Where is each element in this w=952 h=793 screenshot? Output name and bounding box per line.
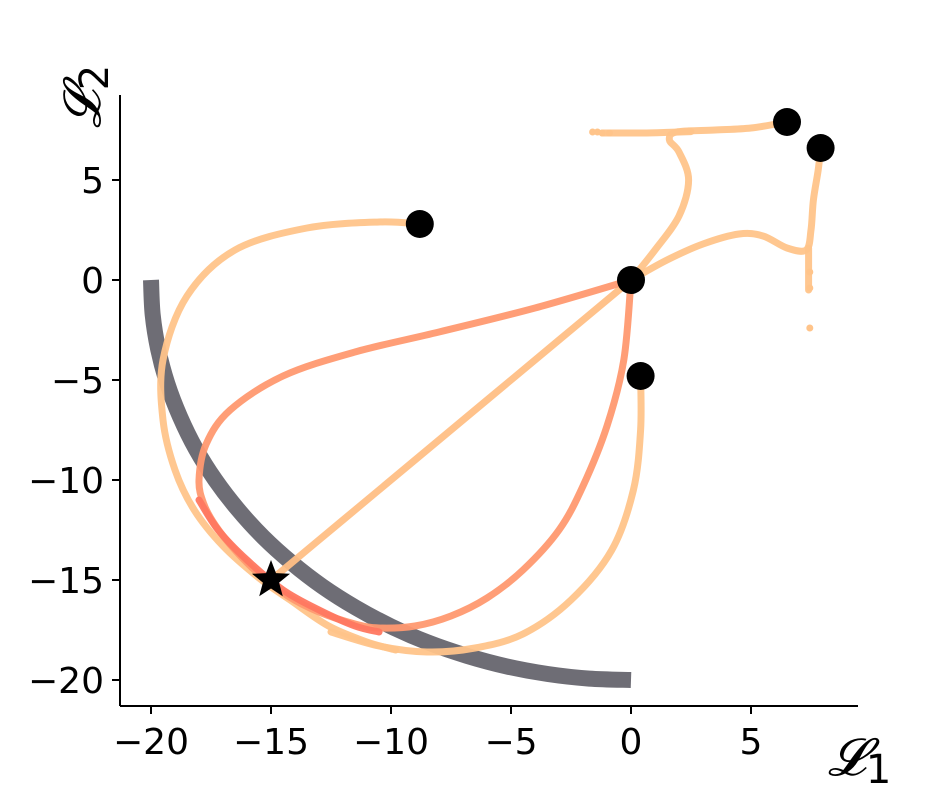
stray-point-4 [605, 129, 613, 137]
series-line-3 [267, 276, 635, 584]
start-point-3 [617, 266, 645, 294]
x-tick-label: 5 [740, 722, 763, 763]
series-layer [157, 118, 825, 656]
stray-point-3 [598, 129, 606, 137]
series-line-1 [157, 218, 424, 654]
stray-point-7 [806, 268, 814, 276]
start-point-1 [405, 210, 434, 238]
y-tick-label: 0 [81, 261, 104, 302]
series-line-2 [327, 372, 645, 656]
series-line-5 [195, 496, 383, 636]
series-line-8 [627, 144, 825, 284]
y-tick-label: 5 [81, 161, 104, 202]
stray-point-1 [589, 128, 597, 136]
series-line-6 [627, 118, 791, 284]
axes [119, 95, 858, 707]
y-tick-label: −20 [28, 661, 104, 702]
start-point-2 [626, 362, 655, 390]
y-tick-label: −15 [28, 561, 104, 602]
points-layer [252, 108, 835, 597]
stray-point-5 [806, 324, 814, 332]
x-tick-label: −15 [233, 722, 309, 763]
y-axis-label: 𝓛2 [53, 65, 118, 128]
target-star-marker [252, 560, 290, 597]
x-tick-label: −20 [113, 722, 189, 763]
y-tick-label: −10 [28, 461, 104, 502]
start-point-5 [806, 134, 835, 162]
x-tick-label: −5 [484, 722, 537, 763]
y-tick-label: −5 [51, 361, 104, 402]
start-point-4 [773, 108, 801, 136]
series-line-7 [598, 128, 695, 137]
x-tick-label: −10 [353, 722, 429, 763]
ticks-layer: −20 −15 −10 −5 0 5 5 0 −5 −10 −15 −20 [28, 161, 762, 763]
x-tick-label: 0 [620, 722, 643, 763]
x-axis-label: 𝓛1 [828, 728, 891, 793]
stray-point-6 [806, 284, 814, 292]
